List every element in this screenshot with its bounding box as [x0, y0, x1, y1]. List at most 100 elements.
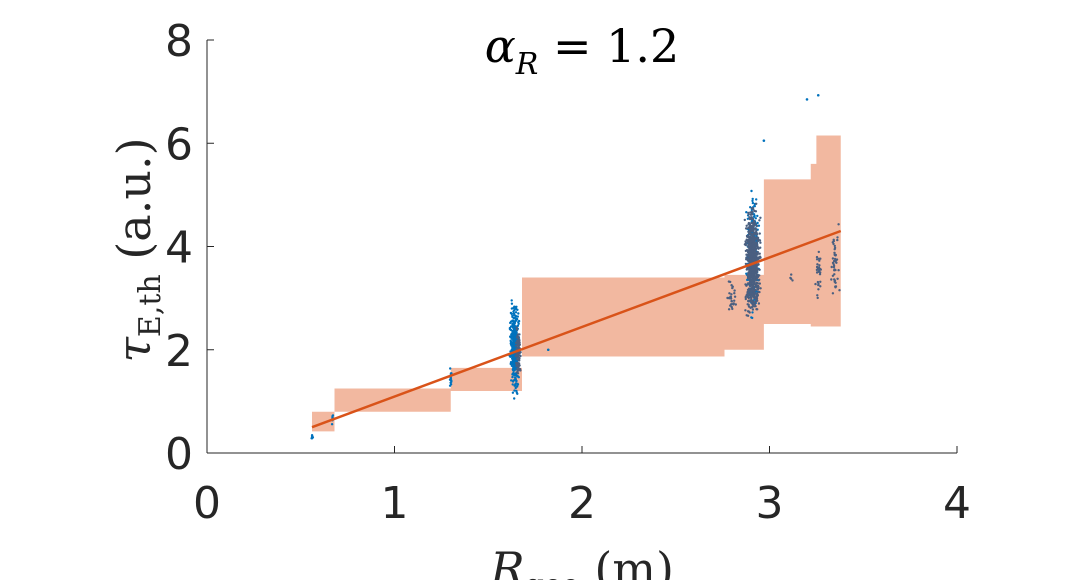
data-point	[731, 285, 734, 288]
data-point	[753, 291, 756, 294]
data-point	[510, 332, 514, 335]
data-point	[751, 253, 754, 256]
data-point	[749, 240, 753, 244]
data-point	[751, 238, 754, 242]
data-point	[816, 280, 820, 284]
data-point	[815, 268, 819, 272]
data-point	[753, 209, 756, 213]
data-point	[747, 221, 751, 225]
data-point	[830, 265, 833, 269]
data-point	[747, 226, 750, 230]
data-point	[815, 255, 819, 259]
data-point	[517, 362, 521, 365]
data-point	[450, 379, 453, 382]
data-point	[834, 260, 837, 263]
data-point	[754, 297, 757, 300]
data-point	[516, 372, 520, 375]
data-point	[749, 294, 753, 297]
data-point	[755, 230, 758, 234]
data-point	[838, 289, 841, 292]
data-point	[750, 227, 754, 231]
data-point	[833, 273, 836, 276]
data-point	[756, 288, 759, 291]
data-point	[748, 223, 752, 227]
data-point	[749, 289, 753, 292]
data-point	[746, 303, 749, 306]
data-point	[832, 238, 835, 241]
data-point	[752, 247, 755, 250]
data-point	[831, 292, 835, 295]
data-point	[748, 252, 752, 256]
data-point	[750, 279, 754, 283]
data-point	[749, 282, 752, 285]
data-point	[830, 278, 833, 281]
data-point	[754, 288, 757, 292]
data-point	[755, 299, 758, 302]
data-point	[759, 256, 762, 259]
data-point	[751, 300, 754, 303]
data-point	[747, 230, 750, 233]
data-point	[755, 202, 758, 205]
data-point	[756, 236, 759, 239]
x-tick-label: 3	[756, 478, 784, 529]
data-point	[744, 240, 747, 243]
y-tick-label: 0	[165, 429, 193, 480]
data-point	[511, 391, 515, 394]
data-point	[819, 280, 822, 283]
data-point	[755, 278, 758, 282]
data-point	[756, 243, 759, 246]
data-point	[833, 253, 836, 256]
data-point	[514, 305, 517, 309]
data-point	[834, 285, 838, 288]
data-point	[746, 283, 750, 286]
data-point	[734, 303, 737, 306]
data-point	[449, 367, 452, 370]
data-point	[509, 340, 513, 343]
data-point	[511, 372, 514, 376]
data-point	[517, 358, 521, 362]
data-point	[818, 259, 821, 262]
data-point	[733, 299, 736, 302]
data-point	[744, 242, 747, 245]
data-point	[727, 308, 731, 311]
data-point	[789, 276, 792, 280]
data-point	[509, 320, 513, 323]
data-point	[511, 383, 514, 386]
data-point	[817, 288, 820, 291]
data-point	[744, 309, 747, 312]
data-point	[517, 321, 520, 324]
data-point	[833, 244, 836, 248]
data-point	[751, 225, 754, 228]
confidence-band	[312, 135, 841, 432]
data-point	[754, 305, 757, 308]
data-point	[732, 302, 735, 305]
data-points	[310, 93, 841, 440]
data-point	[516, 352, 520, 355]
data-point	[756, 214, 759, 218]
data-point	[752, 257, 755, 260]
fit-line	[311, 229, 842, 429]
y-tick-label: 2	[165, 326, 193, 377]
data-point	[750, 221, 753, 225]
data-point	[515, 326, 518, 329]
data-point	[730, 300, 733, 303]
data-point	[805, 98, 809, 101]
data-point	[816, 296, 819, 300]
data-point	[516, 382, 519, 385]
data-point	[510, 337, 514, 340]
data-point	[751, 258, 755, 262]
data-point	[745, 211, 748, 214]
data-point	[757, 302, 761, 305]
data-point	[513, 397, 516, 400]
x-tick-label: 4	[943, 478, 971, 529]
data-point	[750, 298, 753, 301]
data-point	[747, 271, 750, 274]
data-point	[546, 348, 550, 352]
data-point	[756, 246, 760, 250]
data-point	[730, 293, 733, 296]
data-point	[747, 243, 750, 246]
data-point	[751, 265, 754, 268]
data-point	[753, 204, 756, 207]
data-point	[752, 223, 755, 226]
